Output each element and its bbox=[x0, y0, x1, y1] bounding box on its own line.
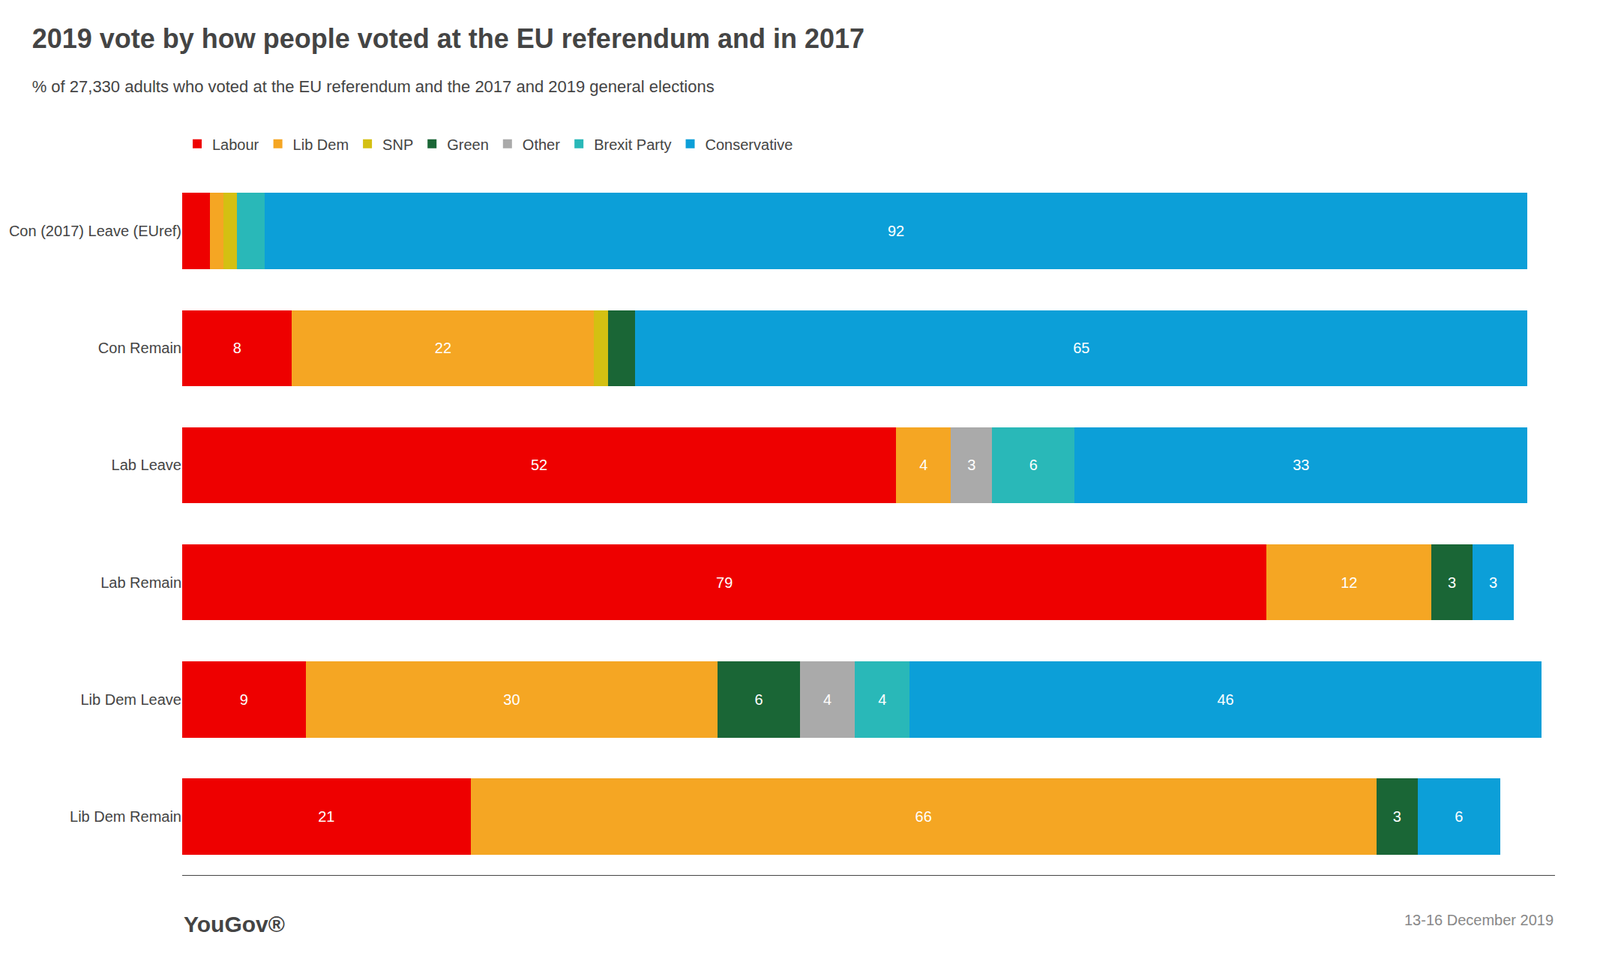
svg-text:Con (2017) Leave (EUref): Con (2017) Leave (EUref) bbox=[8, 222, 182, 240]
svg-text:6: 6 bbox=[1454, 808, 1463, 825]
svg-text:Lib Dem Remain: Lib Dem Remain bbox=[69, 808, 182, 825]
svg-text:3: 3 bbox=[1393, 808, 1402, 825]
svg-text:Lib Dem Leave: Lib Dem Leave bbox=[80, 691, 182, 708]
svg-text:Labour: Labour bbox=[212, 136, 260, 153]
svg-text:Green: Green bbox=[446, 136, 489, 153]
svg-text:3: 3 bbox=[1489, 574, 1498, 591]
svg-text:9: 9 bbox=[239, 691, 249, 708]
svg-text:13-16 December 2019: 13-16 December 2019 bbox=[1404, 911, 1554, 929]
svg-text:92: 92 bbox=[887, 222, 905, 240]
svg-text:4: 4 bbox=[877, 691, 887, 708]
svg-text:Conservative: Conservative bbox=[705, 136, 794, 153]
svg-text:52: 52 bbox=[530, 456, 548, 474]
svg-text:6: 6 bbox=[754, 691, 763, 708]
svg-text:66: 66 bbox=[915, 808, 932, 825]
svg-text:46: 46 bbox=[1216, 691, 1234, 708]
svg-text:8: 8 bbox=[233, 339, 242, 357]
svg-text:33: 33 bbox=[1292, 456, 1310, 474]
svg-text:Other: Other bbox=[522, 136, 561, 153]
svg-text:SNP: SNP bbox=[382, 136, 414, 153]
svg-text:22: 22 bbox=[434, 339, 452, 357]
svg-text:3: 3 bbox=[967, 456, 976, 474]
svg-text:6: 6 bbox=[1029, 456, 1038, 474]
svg-text:4: 4 bbox=[823, 691, 832, 708]
svg-text:4: 4 bbox=[919, 456, 928, 474]
svg-text:79: 79 bbox=[716, 574, 733, 591]
svg-text:YouGov®: YouGov® bbox=[183, 911, 285, 937]
svg-text:21: 21 bbox=[317, 808, 335, 825]
svg-text:Brexit Party: Brexit Party bbox=[593, 136, 672, 153]
svg-text:Con Remain: Con Remain bbox=[98, 339, 182, 357]
svg-text:Lib Dem: Lib Dem bbox=[293, 136, 349, 153]
svg-text:Lab Remain: Lab Remain bbox=[100, 574, 182, 591]
svg-text:2019 vote by how people voted: 2019 vote by how people voted at the EU … bbox=[32, 23, 865, 54]
svg-text:30: 30 bbox=[503, 691, 520, 708]
svg-text:65: 65 bbox=[1072, 339, 1090, 357]
svg-text:Lab Leave: Lab Leave bbox=[111, 456, 182, 474]
svg-text:12: 12 bbox=[1340, 574, 1358, 591]
svg-text:3: 3 bbox=[1447, 574, 1457, 591]
svg-text:% of 27,330 adults who voted a: % of 27,330 adults who voted at the EU r… bbox=[32, 77, 715, 96]
